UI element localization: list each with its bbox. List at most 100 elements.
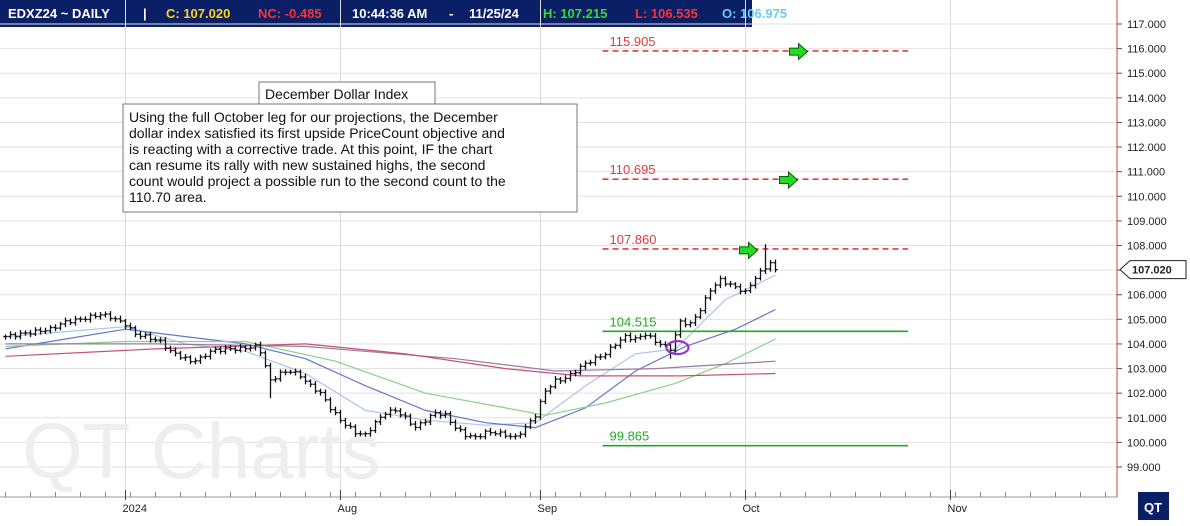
price-bar	[173, 347, 178, 357]
annotation-line-2: dollar index satisfied its first upside …	[129, 125, 505, 141]
price-bar	[23, 330, 28, 336]
price-bar	[118, 315, 123, 323]
price-bar	[773, 259, 778, 273]
level-label: 104.515	[610, 314, 657, 329]
price-bar	[348, 422, 353, 429]
price-tick-label: 112.000	[1127, 142, 1166, 154]
price-bar	[208, 348, 213, 360]
header-symbol: EDXZ24 ~ DAILY	[8, 6, 110, 21]
price-bar	[288, 369, 293, 375]
header-high: H: 107.215	[543, 6, 607, 21]
price-bar	[338, 409, 343, 424]
price-bar	[493, 430, 498, 436]
price-bar	[43, 327, 48, 335]
price-bar	[448, 411, 453, 426]
price-bar	[763, 244, 768, 275]
price-bar	[258, 341, 263, 356]
price-bar	[88, 312, 93, 323]
target-arrows	[739, 42, 809, 260]
price-tick-label: 105.000	[1127, 314, 1167, 326]
price-bar	[103, 311, 108, 318]
price-bar	[718, 275, 723, 289]
price-bar	[168, 345, 173, 354]
price-levels: 115.905 110.695 107.860 104.515 99.865	[602, 34, 908, 447]
price-bar	[548, 384, 553, 395]
price-bar	[148, 331, 153, 343]
price-bar	[368, 427, 373, 437]
annotation-line-6: 110.70 area.	[129, 189, 207, 205]
price-bar	[198, 354, 203, 364]
price-bar	[458, 425, 463, 433]
price-bar	[558, 376, 563, 385]
annotation-line-3: is reacting with a corrective trade. At …	[129, 141, 492, 157]
price-bar	[68, 318, 73, 326]
price-bar	[223, 345, 228, 355]
circle-marker	[665, 340, 690, 356]
price-bar	[398, 408, 403, 418]
month-label: Aug	[338, 503, 358, 515]
price-bar	[373, 419, 378, 433]
price-tick-label: 103.000	[1127, 364, 1167, 376]
annotation: December Dollar Index Using the full Oct…	[122, 81, 578, 213]
price-tick-label: 114.000	[1127, 93, 1166, 105]
price-bar	[603, 352, 608, 360]
ma-line-long2	[5, 343, 776, 372]
price-bar	[618, 336, 623, 349]
price-bar	[503, 429, 508, 439]
price-bar	[723, 276, 728, 287]
price-bar	[518, 431, 523, 439]
price-bar	[268, 362, 273, 399]
price-bar	[683, 317, 688, 328]
price-bar	[313, 381, 318, 394]
price-tick-label: 102.000	[1127, 388, 1167, 400]
price-bar	[508, 433, 513, 440]
price-bar	[463, 426, 468, 440]
price-bar	[113, 316, 118, 322]
price-tick-label: 110.000	[1127, 191, 1166, 203]
price-bar	[48, 325, 53, 334]
price-bar	[303, 373, 308, 385]
price-bar	[498, 428, 503, 437]
price-bar	[93, 312, 98, 319]
month-label: Oct	[743, 503, 760, 515]
price-bar	[758, 267, 763, 281]
price-tick-label: 116.000	[1127, 44, 1166, 56]
level-label: 107.860	[610, 232, 657, 247]
price-bar	[593, 354, 598, 366]
price-bar	[188, 355, 193, 365]
target-arrow	[789, 42, 809, 61]
header-net-change: NC: -0.485	[258, 6, 322, 21]
price-bar	[488, 428, 493, 436]
price-bar	[243, 345, 248, 352]
price-bar	[573, 369, 578, 377]
price-tick-label: 111.000	[1127, 167, 1165, 179]
price-bar	[73, 315, 78, 326]
price-bar	[383, 411, 388, 420]
price-tick-label: 108.000	[1127, 241, 1167, 253]
price-bar	[128, 322, 133, 331]
price-bar	[513, 433, 518, 440]
price-bar	[333, 406, 338, 416]
price-tick-label: 115.000	[1127, 68, 1166, 80]
price-bar	[608, 344, 613, 358]
qt-logo-text: QT	[1144, 500, 1162, 515]
header-low: L: 106.535	[635, 6, 698, 21]
price-bar	[393, 407, 398, 414]
price-bar	[528, 418, 533, 430]
price-bar	[693, 314, 698, 326]
price-tick-label: 101.000	[1127, 413, 1167, 425]
price-bar	[753, 275, 758, 289]
price-bar	[568, 370, 573, 382]
month-label: Sep	[538, 503, 558, 515]
price-bar	[563, 375, 568, 384]
header-separator: |	[143, 6, 147, 21]
last-price-tag: 107.020	[1119, 260, 1187, 280]
price-bar	[253, 342, 258, 351]
price-bar	[473, 433, 478, 440]
price-bar	[478, 433, 483, 440]
moving-averages	[5, 274, 776, 429]
header-date: 11/25/24	[469, 6, 520, 21]
price-bar	[213, 346, 218, 354]
price-tick-label: 113.000	[1127, 117, 1166, 129]
